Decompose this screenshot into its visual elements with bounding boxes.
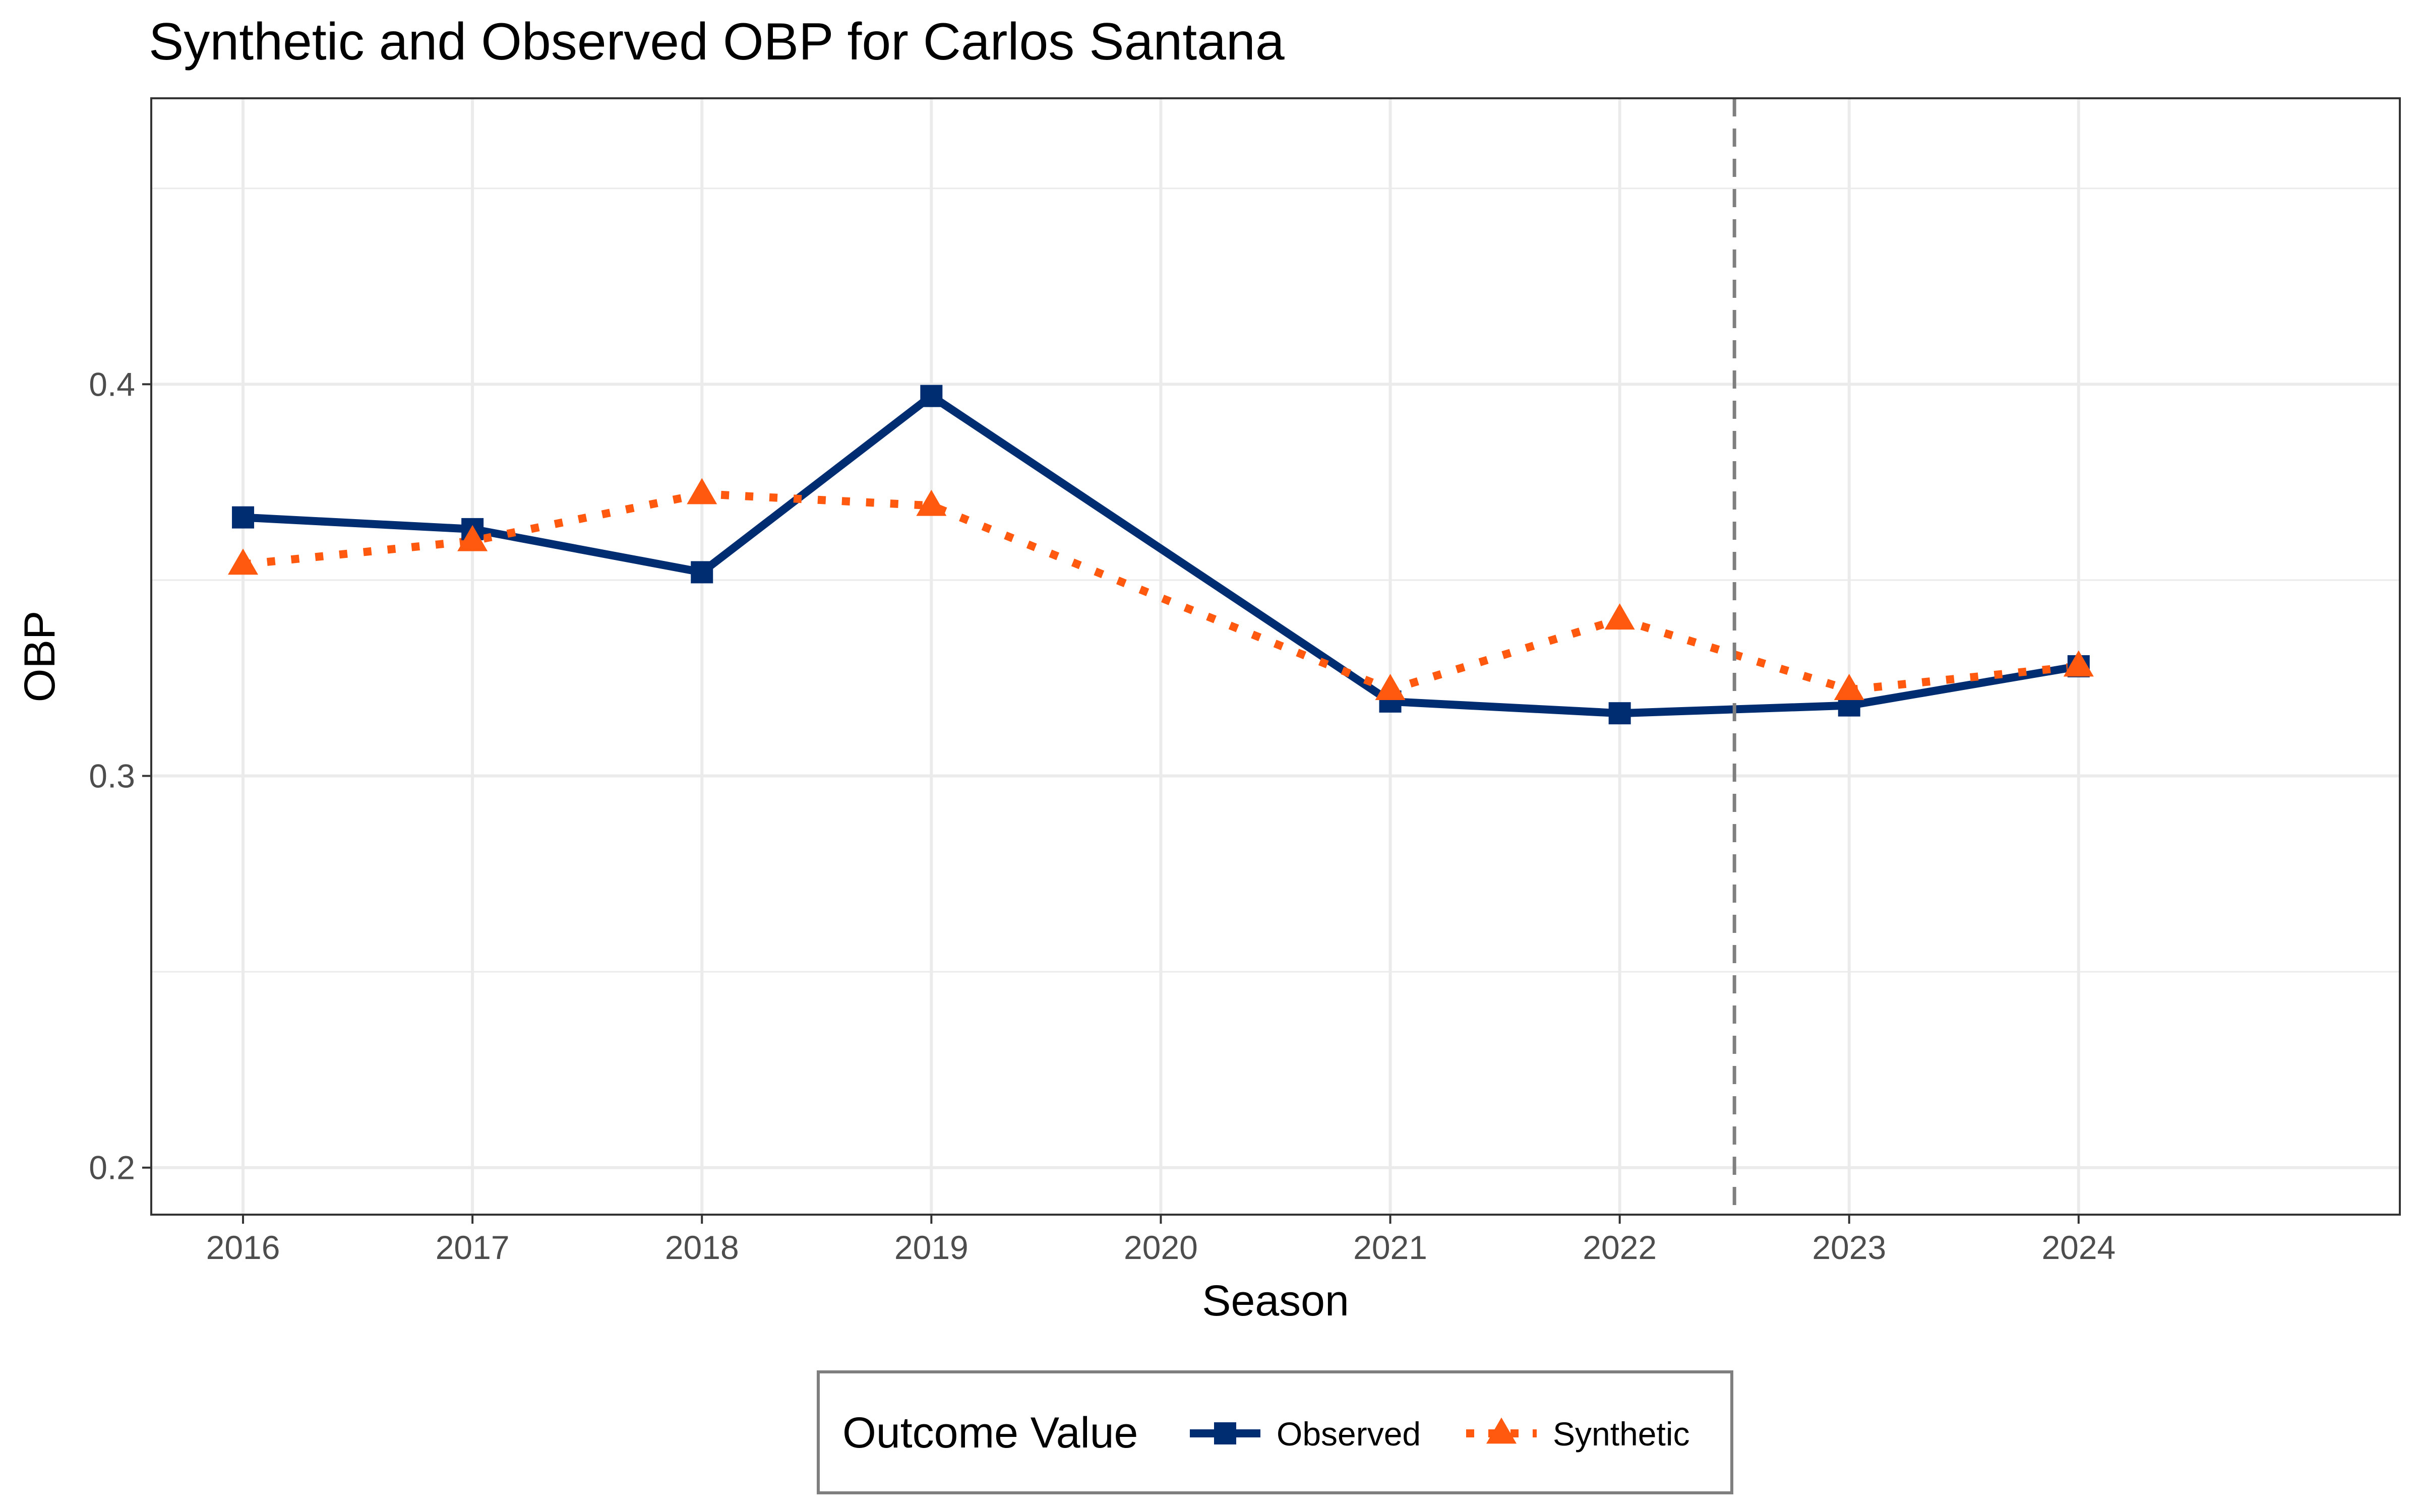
y-tick-label: 0.2 — [89, 1149, 135, 1186]
data-point-synthetic — [2063, 650, 2094, 677]
legend-items: Observed Synthetic — [1190, 1415, 1689, 1453]
plot-panel — [151, 98, 2400, 1215]
legend: Outcome Value Observed Synthetic — [817, 1370, 1733, 1494]
x-tick-label: 2016 — [206, 1229, 280, 1266]
x-tick-label: 2019 — [894, 1229, 969, 1266]
data-point-synthetic — [457, 525, 488, 551]
legend-box — [817, 1370, 1733, 1494]
series-layer — [228, 385, 2094, 725]
data-point-synthetic — [1375, 674, 1406, 700]
x-axis: 2016 2017 2018 2019 2020 2021 2022 2023 2024 — [206, 1215, 2115, 1266]
x-tick-label: 2021 — [1353, 1229, 1427, 1266]
data-point-synthetic — [687, 478, 717, 505]
legend-label-observed: Observed — [1277, 1415, 1421, 1453]
y-tick-label: 0.4 — [89, 365, 135, 403]
data-point-observed — [920, 385, 943, 407]
x-tick-label: 2022 — [1583, 1229, 1657, 1266]
data-point-observed — [1608, 702, 1631, 725]
data-point-synthetic — [228, 548, 259, 575]
data-point-synthetic — [916, 489, 947, 516]
data-point-observed — [232, 506, 255, 529]
x-tick-label: 2023 — [1812, 1229, 1886, 1266]
legend-title: Outcome Value — [842, 1409, 1138, 1457]
x-tick-label: 2017 — [436, 1229, 510, 1266]
legend-key-marker-observed — [1214, 1422, 1236, 1444]
y-axis: 0.2 0.3 0.4 — [89, 365, 151, 1186]
y-axis-title: OBP — [16, 611, 64, 703]
data-point-observed — [691, 561, 713, 584]
legend-label-synthetic: Synthetic — [1553, 1415, 1689, 1453]
series-line-synthetic — [243, 489, 2079, 694]
x-tick-label: 2024 — [2041, 1229, 2115, 1266]
grid-minor — [151, 187, 2400, 973]
grid-major — [151, 98, 2400, 1215]
x-axis-title: Season — [1202, 1277, 1349, 1325]
x-tick-label: 2020 — [1124, 1229, 1198, 1266]
plot-border — [150, 97, 2401, 1216]
chart-title: Synthetic and Observed OBP for Carlos Sa… — [149, 13, 1285, 71]
data-point-synthetic — [1834, 674, 1864, 700]
y-tick-label: 0.3 — [89, 758, 135, 795]
data-point-synthetic — [1604, 603, 1635, 630]
legend-key-marker-synthetic — [1486, 1417, 1517, 1444]
x-tick-label: 2018 — [665, 1229, 739, 1266]
